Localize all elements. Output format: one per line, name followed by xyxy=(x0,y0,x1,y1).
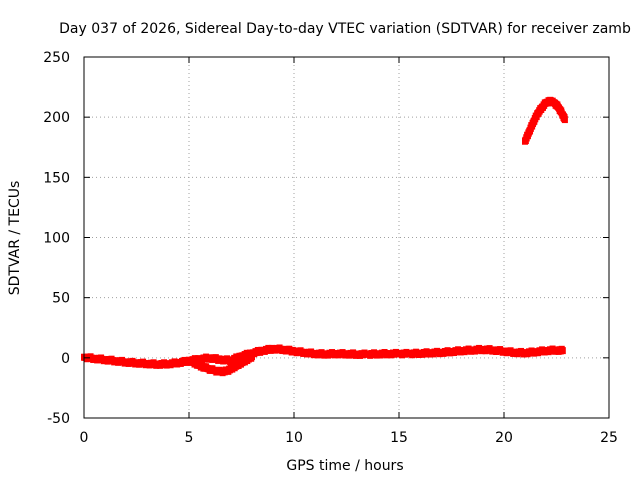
x-tick-label: 0 xyxy=(80,430,89,446)
chart-title: Day 037 of 2026, Sidereal Day-to-day VTE… xyxy=(59,21,631,37)
y-tick-labels: -50 0 50 100 150 200 250 xyxy=(43,50,70,427)
data-point xyxy=(559,347,566,355)
data-point xyxy=(249,353,255,361)
y-tick-label: 200 xyxy=(43,110,70,126)
y-tick-label: 100 xyxy=(43,231,70,247)
y-tick-label: 0 xyxy=(61,351,70,367)
y-tick-label: -50 xyxy=(47,411,70,427)
y-axis-label: SDTVAR / TECUs xyxy=(7,181,23,296)
data-point xyxy=(561,116,568,124)
axis-ticks xyxy=(83,56,610,419)
x-tick-label: 15 xyxy=(390,430,408,446)
x-axis-label: GPS time / hours xyxy=(286,458,403,474)
x-tick-label: 5 xyxy=(185,430,194,446)
y-tick-label: 150 xyxy=(43,170,70,186)
y-tick-label: 250 xyxy=(43,50,70,66)
x-tick-label: 10 xyxy=(285,430,303,446)
x-tick-label: 20 xyxy=(495,430,513,446)
x-tick-label: 25 xyxy=(600,430,618,446)
data-points xyxy=(81,96,568,377)
x-tick-labels: 0 5 10 15 20 25 xyxy=(80,430,618,446)
y-tick-label: 50 xyxy=(52,291,70,307)
